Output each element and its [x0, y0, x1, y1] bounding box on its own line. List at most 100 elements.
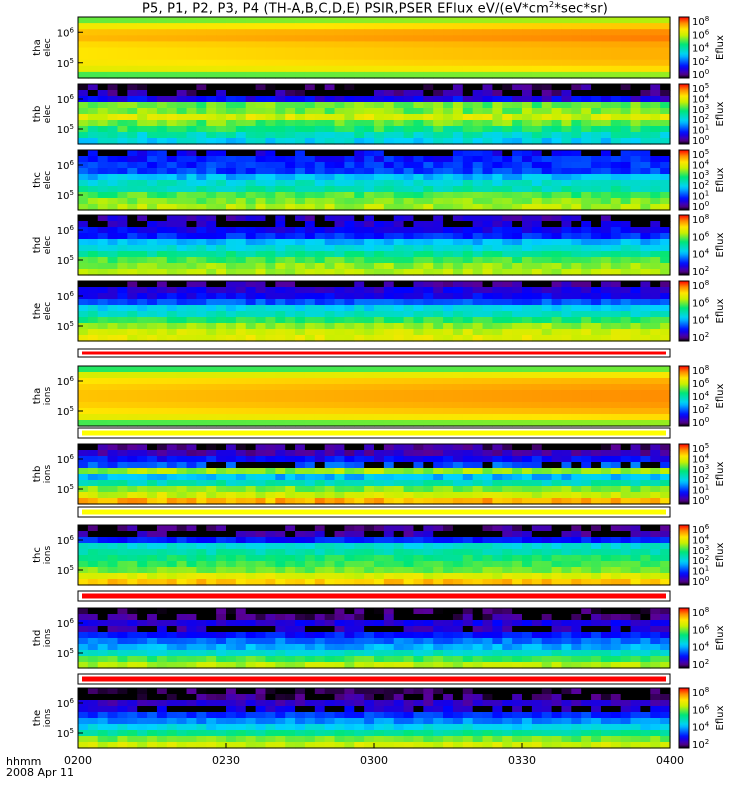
spectrogram-cell [512, 108, 523, 115]
spectrogram-cell [452, 549, 464, 556]
spectrogram-cell [226, 174, 237, 181]
spectrogram-cell [413, 96, 424, 103]
spectrogram-cell [235, 402, 247, 409]
spectrogram-cell [541, 293, 553, 300]
spectrogram-cell [551, 414, 563, 421]
spectrogram-cell [334, 420, 345, 427]
spectrogram-cell [581, 198, 592, 205]
spectrogram-cell [324, 444, 336, 451]
spectrogram-cell [551, 567, 563, 574]
spectrogram-cell [78, 263, 89, 270]
spectrogram-cell [472, 180, 484, 187]
spectrogram-cell [314, 549, 326, 556]
spectrogram-cell [87, 311, 99, 318]
spectrogram-cell [502, 480, 513, 487]
spectrogram-cell [176, 198, 188, 205]
spectrogram-cell [285, 414, 296, 421]
spectrogram-cell [127, 450, 138, 457]
spectrogram-cell [591, 486, 602, 493]
spectrogram-cell [492, 450, 503, 457]
spectrogram-cell [78, 41, 89, 49]
spectrogram-cell [275, 543, 286, 550]
spectrogram-cell [235, 384, 247, 391]
spectrogram-cell [610, 59, 622, 67]
spectrogram-cell [383, 408, 395, 415]
spectrogram-cell [600, 41, 612, 49]
spectrogram-cell [186, 114, 197, 121]
spectrogram-cell [433, 245, 444, 252]
spectrogram-cell [196, 317, 207, 324]
spectrogram-cell [492, 335, 503, 342]
spectrogram-cell [206, 608, 217, 615]
spectrogram-cell [156, 168, 168, 175]
spectrogram-cell [492, 269, 503, 276]
spectrogram-cell [482, 65, 493, 73]
spectrogram-cell [512, 456, 523, 463]
spectrogram-cell [78, 396, 89, 403]
spectrogram-cell [354, 245, 365, 252]
spectrogram-cell [324, 150, 336, 157]
spectrogram-cell [344, 287, 355, 294]
spectrogram-cell [87, 23, 99, 30]
spectrogram-cell [482, 555, 493, 562]
spectrogram-cell [492, 462, 503, 469]
spectrogram-cell [147, 186, 158, 193]
spectrogram-cell [374, 402, 385, 409]
spectrogram-cell [245, 245, 257, 252]
spectrogram-cell [166, 305, 178, 312]
spectrogram-cell [374, 372, 385, 379]
spectrogram-cell [344, 126, 355, 133]
spectrogram-cell [660, 537, 671, 544]
spectrogram-cell [245, 180, 257, 187]
spectrogram-cell [561, 579, 572, 586]
spectrogram-cell [216, 90, 227, 97]
spectrogram-cell [522, 245, 533, 252]
spectrogram-cell [650, 567, 661, 574]
spectrogram-cell [137, 293, 148, 300]
spectrogram-cell [304, 71, 316, 79]
spectrogram-cell [324, 35, 336, 42]
spectrogram-cell [354, 281, 365, 288]
spectrogram-cell [78, 29, 89, 36]
spectrogram-cell [472, 29, 484, 36]
spectrogram-cell [512, 96, 523, 103]
spectrogram-cell [265, 384, 276, 391]
spectrogram-cell [630, 492, 641, 499]
spectrogram-cell [78, 84, 89, 91]
spectrogram-cell [650, 180, 661, 187]
spectrogram-cell [364, 450, 375, 457]
spectrogram-cell [87, 614, 99, 621]
spectrogram-cell [226, 396, 237, 403]
spectrogram-cell [591, 317, 602, 324]
spectrogram-cell [127, 311, 138, 318]
spectrogram-cell [512, 420, 523, 427]
spectrogram-cell [512, 281, 523, 288]
spectrogram-cell [295, 221, 306, 228]
spectrogram-cell [571, 378, 582, 385]
spectrogram-cell [630, 23, 641, 30]
spectrogram-cell [452, 102, 464, 109]
spectrogram-cell [216, 378, 227, 385]
spectrogram-cell [610, 90, 622, 97]
spectrogram-cell [610, 245, 622, 252]
spectrogram-cell [255, 23, 267, 30]
spectrogram-cell [581, 372, 592, 379]
spectrogram-cell [156, 492, 168, 499]
spectrogram-cell [433, 215, 444, 222]
spectrogram-cell [117, 486, 128, 493]
spectrogram-cell [97, 468, 109, 475]
spectrogram-cell [620, 531, 632, 538]
spectrogram-cell [452, 372, 464, 379]
spectrogram-cell [660, 41, 671, 49]
spectrogram-cell [472, 174, 484, 181]
spectrogram-cell [650, 90, 661, 97]
spectrogram-cell [492, 444, 503, 451]
spectrogram-cell [147, 335, 158, 342]
spectrogram-cell [78, 47, 89, 55]
spectrogram-cell [512, 444, 523, 451]
spectrogram-cell [295, 462, 306, 469]
spectrogram-cell [87, 59, 99, 67]
spectrogram-cell [304, 531, 316, 538]
spectrogram-cell [295, 17, 306, 24]
spectrogram-cell [304, 114, 316, 121]
